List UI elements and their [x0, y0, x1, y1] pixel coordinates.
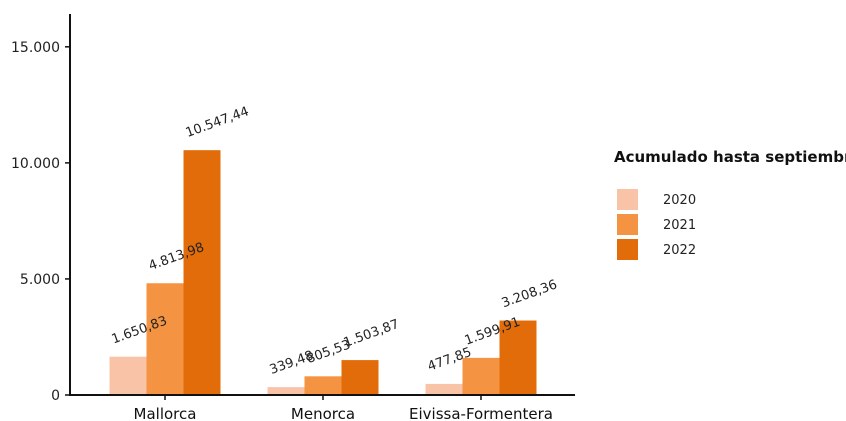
y-tick-label: 15.000 — [11, 40, 60, 56]
legend: Acumulado hasta septiembre 2020 2021 2022 — [614, 148, 846, 260]
bar-menorca-2022 — [341, 360, 379, 395]
bar-mallorca-2022 — [183, 150, 221, 395]
bar-menorca-2021 — [304, 376, 342, 395]
axes-layer — [69, 14, 575, 396]
legend-swatch-2021 — [617, 214, 638, 235]
bar-eivissa-formentera-2021 — [462, 357, 500, 395]
y-axis-ticks: 0 5.000 10.000 15.000 — [11, 40, 70, 404]
legend-items: 2020 2021 2022 — [617, 189, 696, 260]
x-tick-label: Menorca — [291, 405, 355, 421]
x-tick-label: Mallorca — [134, 405, 197, 421]
bar-eivissa-formentera-2020 — [425, 383, 463, 395]
data-label-mallorca-2022: 10.547,44 — [184, 104, 251, 141]
data-label-eivissa-formentera-2022: 3.208,36 — [500, 277, 560, 311]
legend-swatch-2020 — [617, 189, 638, 210]
y-tick-label: 0 — [51, 388, 60, 404]
legend-swatch-2022 — [617, 239, 638, 260]
bar-eivissa-formentera-2022 — [499, 320, 537, 395]
legend-label-2020: 2020 — [663, 193, 696, 208]
y-tick-label: 5.000 — [20, 272, 60, 288]
bar-menorca-2020 — [267, 387, 305, 395]
bar-mallorca-2020 — [109, 356, 147, 395]
x-tick-label: Eivissa-Formentera — [409, 405, 553, 421]
bars-layer — [109, 150, 537, 395]
legend-title: Acumulado hasta septiembre — [614, 148, 846, 166]
y-tick-label: 10.000 — [11, 156, 60, 172]
legend-label-2021: 2021 — [663, 218, 696, 233]
legend-label-2022: 2022 — [663, 243, 696, 258]
bar-mallorca-2021 — [146, 283, 184, 395]
data-label-menorca-2022: 1.503,87 — [342, 317, 402, 351]
x-axis-ticks: Mallorca Menorca Eivissa-Formentera — [134, 395, 553, 421]
